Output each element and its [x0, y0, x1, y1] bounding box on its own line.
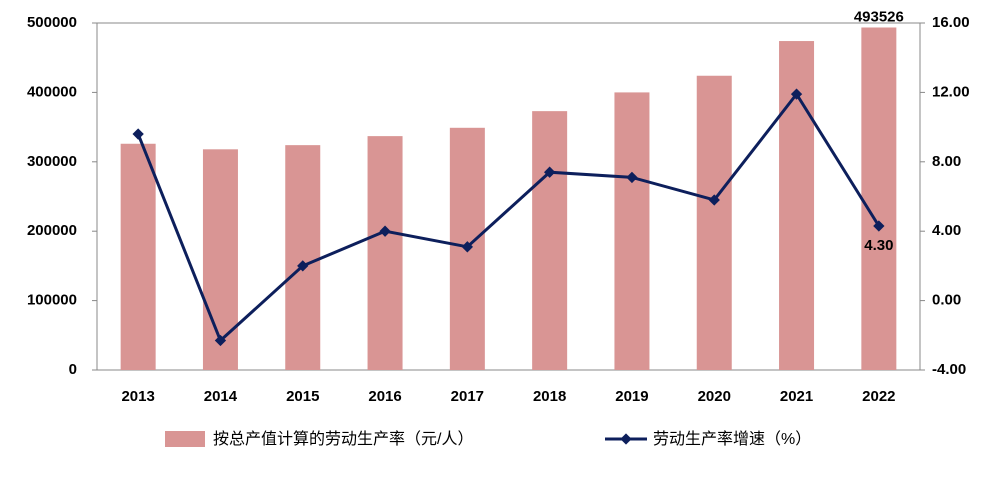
y-tick-label: 500000: [27, 14, 77, 31]
y2-tick-label: 8.00: [932, 153, 961, 170]
x-tick-label: 2022: [862, 388, 895, 405]
x-tick-label: 2018: [533, 388, 566, 405]
marker: [543, 166, 556, 178]
y2-tick-label: 16.00: [932, 14, 970, 31]
bar: [614, 92, 650, 371]
x-tick-label: 2017: [451, 388, 484, 405]
x-tick-label: 2013: [121, 388, 154, 405]
legend-swatch: [165, 431, 205, 447]
x-tick-label: 2014: [204, 388, 238, 405]
y-tick-label: 400000: [27, 83, 77, 100]
bar: [202, 149, 238, 370]
y-tick-label: 200000: [27, 222, 77, 239]
legend-label: 按总产值计算的劳动生产率（元/人）: [213, 429, 473, 448]
y2-tick-label: 0.00: [932, 292, 961, 309]
y2-tick-label: 4.00: [932, 222, 961, 239]
x-tick-label: 2019: [615, 388, 648, 405]
y2-tick-label: 12.00: [932, 83, 970, 100]
legend-marker: [620, 433, 632, 445]
marker: [873, 220, 885, 232]
marker: [297, 260, 309, 272]
marker: [132, 128, 144, 140]
x-tick-label: 2016: [368, 388, 401, 405]
data-label: 493526: [854, 8, 904, 25]
bar: [367, 136, 403, 370]
bar: [696, 75, 732, 370]
bar: [120, 143, 156, 370]
x-tick-label: 2021: [780, 388, 813, 405]
bar: [285, 145, 321, 370]
x-tick-label: 2020: [698, 388, 731, 405]
legend-label: 劳动生产率增速（%）: [653, 430, 811, 448]
marker: [379, 225, 391, 237]
line: [136, 91, 881, 344]
data-label: 4.30: [864, 237, 893, 254]
marker: [461, 241, 474, 253]
marker: [214, 334, 227, 347]
bar: [861, 27, 897, 371]
y-tick-label: 300000: [27, 153, 77, 170]
bar: [532, 111, 568, 370]
y-tick-label: 100000: [27, 292, 77, 309]
y-tick-label: 0: [69, 361, 77, 378]
y2-tick-label: -4.00: [932, 361, 966, 378]
marker: [708, 194, 720, 206]
marker: [626, 171, 638, 184]
plot-border: [96, 22, 921, 371]
x-tick-label: 2015: [286, 388, 319, 405]
